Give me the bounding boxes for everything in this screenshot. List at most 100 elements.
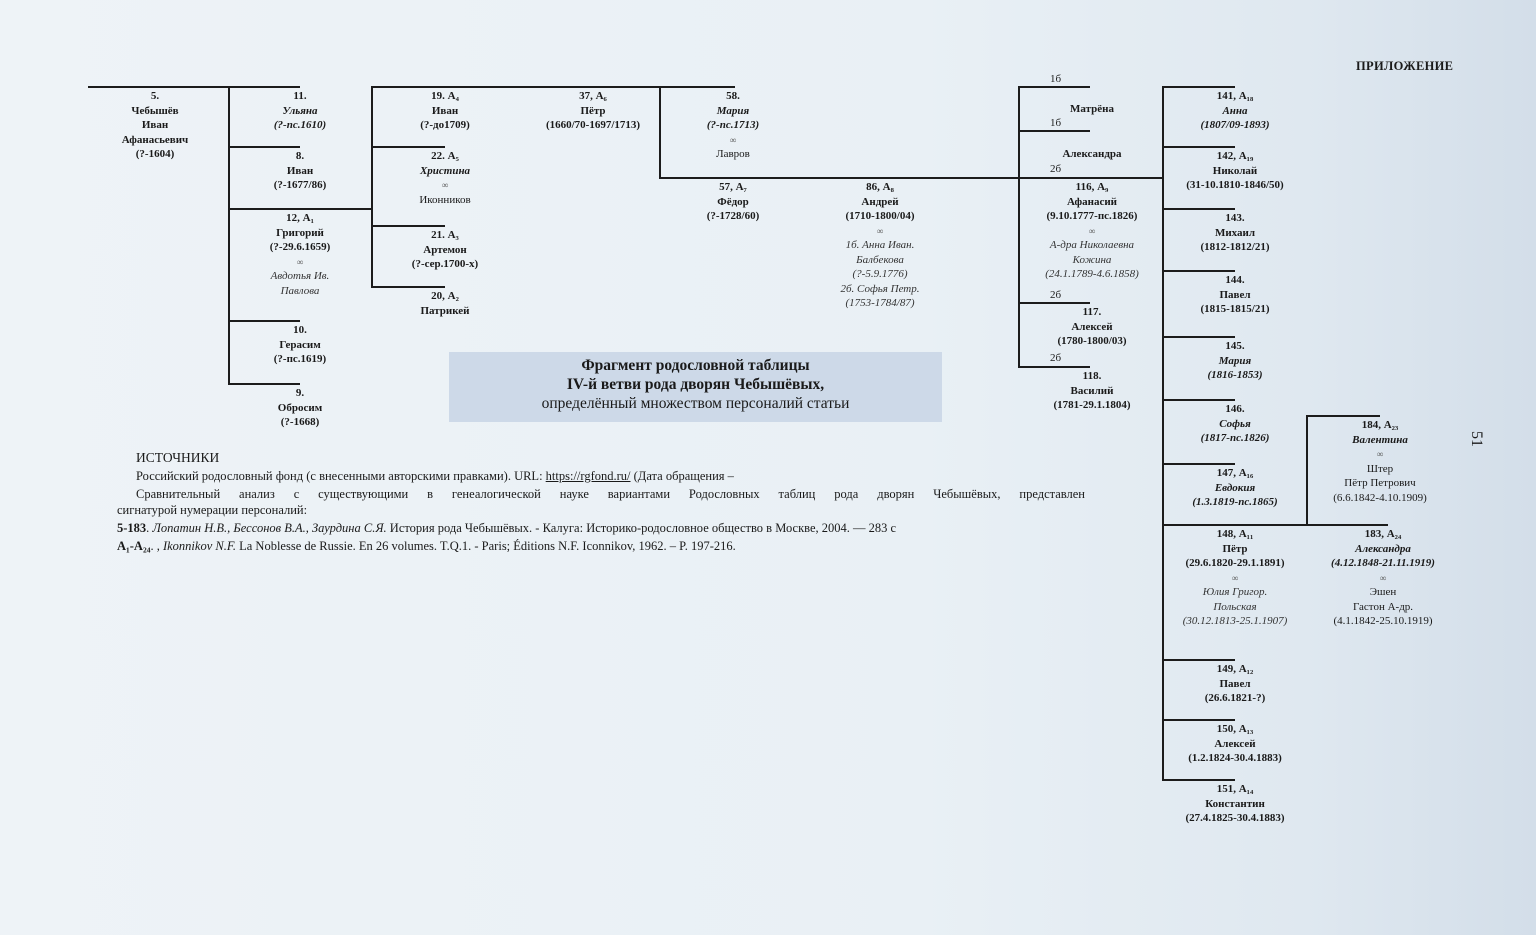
person-text: 143.: [1225, 212, 1245, 224]
person-text: (1815-1815/21): [1200, 303, 1270, 315]
marriage-order-label: 2б: [1050, 163, 1062, 175]
title-line-3: определённый множеством персоналий стать…: [541, 395, 850, 412]
person-text: 149, А₁₂: [1216, 663, 1254, 675]
person-text: 144.: [1225, 274, 1245, 286]
connector-line: [1163, 146, 1235, 148]
person-text: Балбекова: [856, 253, 904, 266]
person-node-142: 142, А₁₉ Николай (31-10.1810-1846/50): [1186, 149, 1283, 193]
person-node-21: 21. А₃ Артемон (?-сер.1700-х): [412, 228, 478, 272]
person-text: Фёдор: [717, 195, 749, 208]
person-text: 11.: [293, 90, 307, 102]
person-text: Валентина: [1352, 433, 1408, 446]
person-node-147: 147, А₁₆ Евдокия (1.3.1819-пс.1865): [1192, 466, 1277, 510]
person-text: 22. А₅: [431, 150, 459, 162]
person-text: (31-10.1810-1846/50): [1186, 179, 1284, 191]
person-node-184: 184, А₂₃ Валентина ∞ Штер Пётр Петрович (6.6.…: [1333, 418, 1427, 505]
person-text: (?-пс.1619): [273, 353, 327, 365]
person-text: Пётр: [1222, 542, 1248, 555]
connector-line: [88, 86, 300, 88]
person-text: Николай: [1212, 164, 1258, 177]
person-text: Пётр: [580, 104, 606, 117]
connector-line: [229, 320, 300, 322]
marriage-symbol: ∞: [1376, 449, 1384, 459]
person-text: 19. А₄: [431, 90, 459, 102]
person-text: Алексей: [1071, 320, 1113, 333]
ref-1-code: 5-183: [117, 521, 147, 535]
marriage-symbol: ∞: [1088, 225, 1096, 236]
person-text: 146.: [1225, 403, 1245, 415]
person-text: (1780-1800/03): [1057, 335, 1127, 347]
person-text: 37, А₆: [579, 90, 607, 102]
marriage-order-label: 2б: [1050, 352, 1062, 364]
person-text: Иван: [141, 119, 169, 131]
connector-line: [1163, 208, 1235, 210]
connector-line: [1163, 336, 1235, 338]
person-text: (?-пс.1610): [273, 119, 327, 131]
ref-2-code: А₁-А₂₄: [117, 539, 151, 553]
person-text: Анна: [1222, 104, 1248, 117]
ref-2-text: La Noblesse de Russie. En 26 volumes. T.…: [236, 539, 736, 553]
person-text: (1.3.1819-пс.1865): [1192, 496, 1278, 508]
person-text: Лавров: [716, 148, 750, 160]
connector-line: [1163, 399, 1235, 401]
marriage-symbol: ∞: [876, 225, 884, 236]
person-text: Андрей: [861, 195, 899, 208]
person-text: 9.: [295, 387, 305, 399]
source-2: Сравнительный анализ с существующими в г…: [136, 487, 1085, 501]
person-text: Иван: [431, 104, 459, 117]
connector-line: [371, 86, 373, 288]
person-text: (30.12.1813-25.1.1907): [1182, 615, 1288, 627]
source-1-text: Российский родословный фонд (с внесенным…: [136, 469, 546, 483]
person-text: (1781-29.1.1804): [1053, 399, 1131, 411]
person-text: Патрикей: [420, 304, 470, 317]
rgfond-link[interactable]: https://rgfond.ru/: [545, 469, 631, 483]
connector-line: [1163, 719, 1235, 721]
person-node-22: 22. А₅ Христина ∞ Иконников: [419, 149, 470, 207]
person-text: Штер: [1366, 462, 1394, 475]
person-text: Кожина: [1072, 253, 1112, 266]
person-node-12: 12, А₁ Григорий (?-29.6.1659) ∞ Авдотья Ив. П…: [270, 211, 331, 298]
person-node-148: 148, А₁₁ Пётр (29.6.1820-29.1.1891) ∞ Юлия Г…: [1183, 527, 1288, 629]
person-text: (1812-1812/21): [1200, 241, 1270, 253]
person-node-aleksandra: Александра: [1062, 147, 1121, 162]
person-text: 116, А₉: [1075, 181, 1109, 193]
connector-line: [229, 208, 372, 210]
person-text: (4.1.1842-25.10.1919): [1333, 615, 1433, 627]
connector-line: [659, 86, 661, 179]
person-text: 150, А₁₃: [1216, 723, 1254, 735]
ref-1-text: История рода Чебышёвых. - Калуга: Истори…: [386, 521, 897, 535]
source-1: Российский родословный фонд (с внесенным…: [136, 468, 734, 484]
person-text: (1816-1853): [1207, 369, 1263, 381]
person-text: Герасим: [279, 338, 321, 351]
person-text: Мария: [716, 104, 750, 117]
person-node-19: 19. А₄ Иван (?-до1709): [420, 89, 470, 133]
person-text: (9.10.1777-пс.1826): [1046, 210, 1138, 222]
person-node-9: 9. Обросим (?-1668): [278, 386, 322, 430]
person-text: Александра: [1062, 148, 1122, 160]
person-node-150: 150, А₁₃ Алексей (1.2.1824-30.4.1883): [1188, 722, 1282, 766]
person-text: 1б. Анна Иван.: [845, 239, 915, 251]
person-text: 141, А₁₈: [1216, 90, 1254, 102]
person-node-10: 10. Герасим (?-пс.1619): [274, 323, 326, 367]
person-node-11: 11. Ульяна (?-пс.1610): [274, 89, 326, 133]
person-text: Павел: [1219, 677, 1251, 690]
connector-line: [1163, 779, 1235, 781]
person-text: (1660/70-1697/1713): [545, 119, 641, 131]
connector-line: [229, 383, 300, 385]
source-2-cont: сигнатурой нумерации персоналий:: [117, 503, 308, 517]
person-text: Иконников: [419, 193, 471, 206]
person-text: 151, А₁₄: [1216, 783, 1254, 795]
person-text: Василий: [1070, 384, 1114, 397]
person-text: 2б. Софья Петр.: [840, 282, 920, 295]
connector-line: [1163, 86, 1235, 88]
person-text: Польская: [1213, 600, 1257, 613]
source-1-tail: (Дата обращения –: [630, 469, 734, 483]
sources-heading: ИСТОЧНИКИ: [136, 450, 220, 465]
connector-line: [228, 86, 230, 385]
person-node-matrena: Матрёна: [1070, 102, 1114, 117]
connector-line: [372, 146, 445, 148]
person-text: Григорий: [276, 226, 324, 239]
marriage-symbol: ∞: [296, 256, 304, 267]
person-text: Мария: [1218, 354, 1252, 367]
person-text: 184, А₂₃: [1361, 419, 1399, 431]
